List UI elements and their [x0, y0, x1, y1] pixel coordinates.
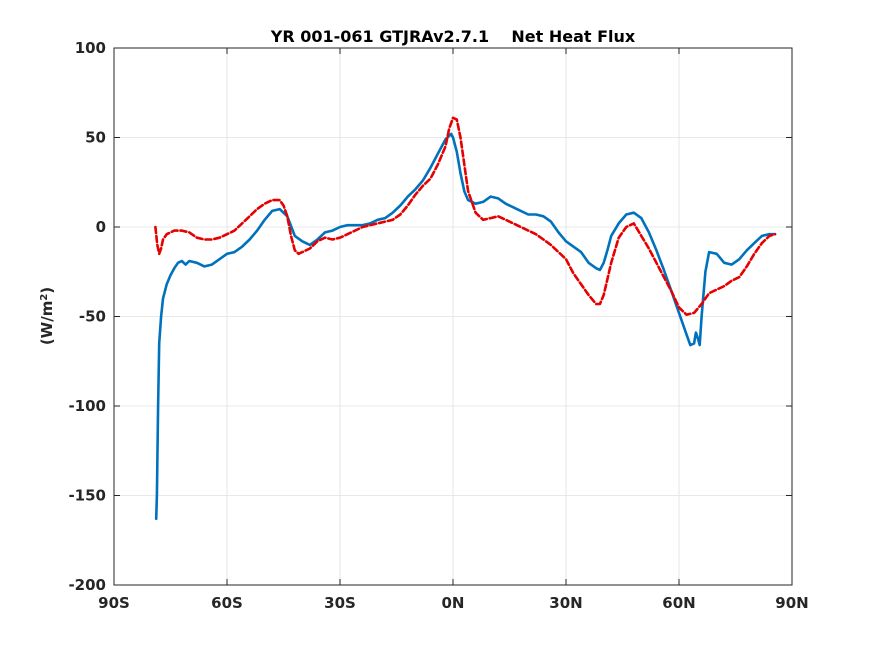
y-tick-label: -50	[79, 308, 106, 326]
x-tick-label: 60N	[662, 594, 695, 612]
tick-marks	[113, 47, 793, 586]
y-axis-label-main: (W/m	[38, 301, 56, 346]
y-tick-label: -100	[68, 397, 106, 415]
y-tick-label: 0	[96, 218, 106, 236]
tick-labels: 90S 60S 30S 0N 30N 60N 90N -200 -150 -100 -50 0 50 10…	[68, 39, 808, 612]
y-tick-label: 50	[85, 129, 106, 147]
x-tick-label: 90N	[775, 594, 808, 612]
x-tick-label: 30S	[324, 594, 356, 612]
y-tick-label: 100	[75, 39, 106, 57]
x-tick-label: 30N	[549, 594, 582, 612]
series-line-2	[154, 116, 777, 317]
chart-title: YR 001-061 GTJRAv2.7.1 Net Heat Flux	[270, 27, 636, 46]
y-tick-label: -150	[68, 487, 106, 505]
y-tick-label: -200	[68, 576, 106, 594]
x-tick-label: 0N	[442, 594, 465, 612]
series-line-1	[154, 132, 777, 521]
y-axis-label: (W/m2)	[38, 287, 56, 345]
x-tick-label: 90S	[98, 594, 130, 612]
y-axis-label-close: )	[38, 287, 56, 294]
y-axis-label-superscript: 2	[39, 294, 50, 301]
data-series	[154, 116, 777, 521]
x-tick-label: 60S	[211, 594, 243, 612]
